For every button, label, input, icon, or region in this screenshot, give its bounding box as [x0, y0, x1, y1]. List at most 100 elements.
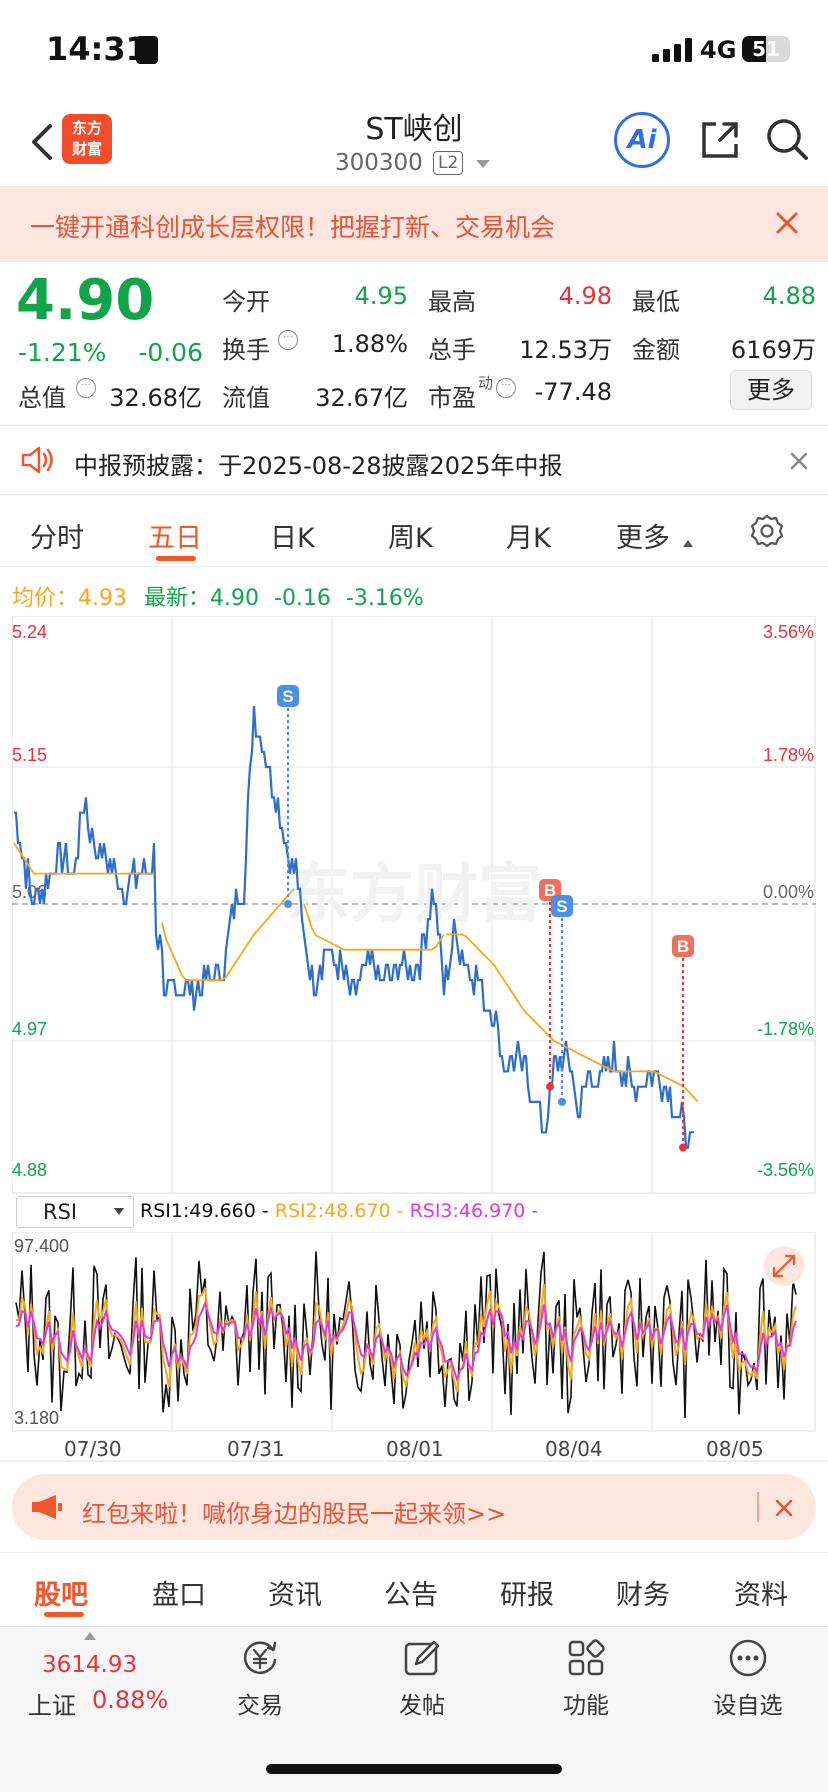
- caret-up-icon[interactable]: [84, 1632, 96, 1640]
- rsi-y-min: 3.180: [14, 1408, 59, 1428]
- rsi-y-max: 97.400: [14, 1236, 69, 1256]
- tab-weekly-k[interactable]: 周K: [388, 523, 433, 554]
- tab-five-day[interactable]: 五日: [148, 523, 202, 554]
- red-packet-banner[interactable]: [12, 1474, 816, 1540]
- share-icon[interactable]: [698, 118, 742, 162]
- nav-post[interactable]: 发帖: [399, 1693, 445, 1719]
- close-icon[interactable]: [788, 450, 810, 472]
- tab-guba[interactable]: 股吧: [34, 1580, 88, 1611]
- tab-monthly-k[interactable]: 月K: [506, 523, 551, 554]
- index-name[interactable]: 上证: [28, 1692, 76, 1720]
- stock-code[interactable]: 300300: [335, 150, 423, 176]
- rsi-chart[interactable]: 97.400 3.180: [12, 1232, 816, 1432]
- nav-trade[interactable]: 交易: [237, 1693, 283, 1719]
- index-percent[interactable]: 0.88%: [92, 1686, 169, 1714]
- latest-label: 最新：: [144, 586, 211, 611]
- close-icon[interactable]: [772, 208, 802, 238]
- date-label: 07/30: [64, 1437, 122, 1461]
- average-price-line: [303, 903, 445, 951]
- tab-finance[interactable]: 财务: [616, 1580, 670, 1611]
- low-label: 最低: [632, 288, 680, 316]
- y-tick-left: 4.88: [12, 1160, 47, 1180]
- volume-label: 总手: [428, 336, 476, 364]
- search-icon[interactable]: [764, 116, 810, 162]
- watermark: 东方财富: [286, 858, 542, 932]
- mktcap-value: 32.68亿: [109, 384, 202, 412]
- home-indicator: [266, 1764, 562, 1774]
- active-tab-indicator: [44, 1612, 84, 1617]
- tab-daily-k[interactable]: 日K: [270, 523, 315, 554]
- y-tick-right: -3.56%: [757, 1160, 814, 1180]
- disclosure-notice[interactable]: 中报预披露：于2025-08-28披露2025年中报: [74, 452, 563, 480]
- info-icon[interactable]: ···: [76, 378, 96, 398]
- y-tick-right: 1.78%: [763, 745, 814, 765]
- y-tick-left: 5.24: [12, 622, 47, 642]
- tab-profile[interactable]: 资料: [734, 1580, 788, 1611]
- caret-down-icon[interactable]: [114, 1208, 124, 1215]
- rsi2-value: RSI2:48.670 -: [274, 1200, 404, 1222]
- grid-icon[interactable]: [566, 1638, 606, 1678]
- high-value: 4.98: [558, 282, 612, 310]
- yuan-cycle-icon[interactable]: [240, 1638, 280, 1678]
- pe-label: 市盈: [428, 384, 476, 412]
- red-packet-text[interactable]: 红包来啦！喊你身边的股民一起来领>>: [82, 1500, 507, 1528]
- tab-news[interactable]: 资讯: [268, 1580, 322, 1611]
- status-time: 14:31: [46, 30, 148, 68]
- tab-more[interactable]: 更多: [616, 523, 670, 554]
- turnover-value: 1.88%: [331, 330, 408, 358]
- index-value[interactable]: 3614.93: [42, 1652, 138, 1678]
- battery-icon: 51: [742, 36, 790, 62]
- high-label: 最高: [428, 288, 476, 316]
- low-value: 4.88: [762, 282, 816, 310]
- ai-button[interactable]: Ai: [614, 112, 670, 168]
- promo-banner-text[interactable]: 一键开通科创成长层权限！把握打新、交易机会: [30, 213, 556, 242]
- edit-icon[interactable]: [402, 1638, 442, 1678]
- tab-announcements[interactable]: 公告: [384, 1580, 438, 1611]
- current-price: 4.90: [16, 268, 155, 333]
- tab-intraday[interactable]: 分时: [30, 523, 84, 554]
- rsi3-value: RSI3:46.970 -: [409, 1200, 539, 1222]
- trade-marker-badge: [672, 935, 694, 957]
- latest-percent: -3.16%: [345, 586, 424, 611]
- info-icon[interactable]: ···: [278, 330, 298, 350]
- turnover-label: 换手: [222, 336, 270, 364]
- gear-icon[interactable]: [750, 514, 784, 548]
- latest-value: 4.90: [210, 586, 259, 611]
- signal-icon: [652, 38, 692, 62]
- rsi3-line: [15, 1300, 797, 1383]
- stock-name[interactable]: ST峡创: [365, 112, 463, 147]
- trade-marker-label: S: [556, 897, 567, 916]
- date-label: 08/01: [386, 1437, 444, 1461]
- nav-add-watchlist[interactable]: 设自选: [713, 1693, 783, 1719]
- level2-badge[interactable]: L2: [433, 151, 464, 175]
- close-icon[interactable]: [774, 1498, 794, 1518]
- tab-research[interactable]: 研报: [500, 1580, 554, 1611]
- nav-functions[interactable]: 功能: [563, 1693, 609, 1719]
- active-tab-indicator: [156, 556, 196, 561]
- rsi-values: RSI1:49.660 - RSI2:48.670 - RSI3:46.970 …: [140, 1200, 538, 1222]
- five-day-price-chart[interactable]: 5.24 3.56%5.15 1.78%5.06 0.00%4.97 -1.78%4.8…: [12, 616, 816, 1194]
- trade-marker-badge: [277, 685, 299, 707]
- float-cap-value: 32.67亿: [315, 384, 408, 412]
- date-label: 08/04: [545, 1437, 603, 1461]
- float-cap-label: 流值: [222, 384, 270, 412]
- average-price-line: [446, 933, 699, 1103]
- id-card-icon: [136, 36, 158, 64]
- info-icon[interactable]: ···: [496, 378, 516, 398]
- back-arrow-icon[interactable]: [28, 122, 54, 162]
- price-line: [14, 706, 694, 1149]
- tab-pankou[interactable]: 盘口: [152, 1580, 206, 1611]
- promo-banner[interactable]: [0, 186, 828, 262]
- open-label: 今开: [222, 288, 270, 316]
- chevron-down-icon[interactable]: [476, 160, 490, 168]
- pe-superscript: 动: [478, 374, 494, 392]
- volume-value: 12.53万: [519, 336, 612, 364]
- date-label: 07/31: [227, 1437, 285, 1461]
- more-button[interactable]: 更多: [730, 370, 812, 410]
- trade-marker-label: S: [282, 687, 293, 706]
- latest-change: -0.16: [274, 586, 331, 611]
- trade-marker-label: B: [544, 881, 556, 900]
- more-dots-icon[interactable]: [728, 1638, 768, 1678]
- avg-value: 4.93: [78, 586, 127, 611]
- indicator-select[interactable]: RSI: [16, 1196, 134, 1228]
